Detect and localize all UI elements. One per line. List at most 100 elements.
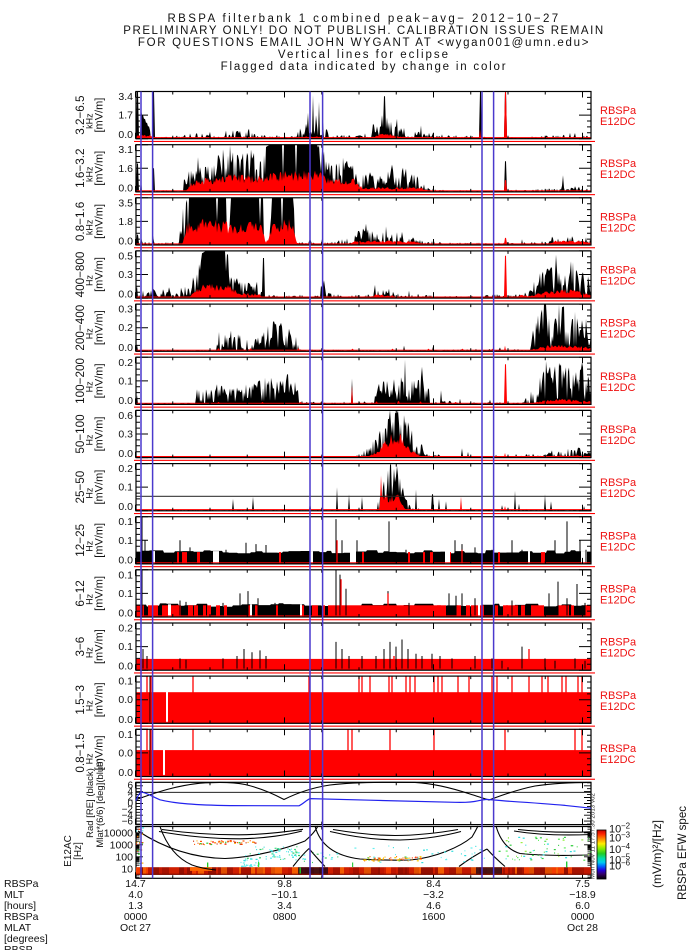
svg-text:1000: 1000 xyxy=(110,839,134,851)
svg-text:−3.2: −3.2 xyxy=(423,889,444,901)
svg-text:Oct 27: Oct 27 xyxy=(120,922,151,934)
svg-text:E12DC: E12DC xyxy=(600,222,636,234)
svg-text:[mV/m]: [mV/m] xyxy=(94,735,106,770)
svg-text:Hz: Hz xyxy=(85,753,95,764)
svg-text:14.7: 14.7 xyxy=(125,878,146,890)
svg-text:[mV/m]: [mV/m] xyxy=(94,576,106,611)
svg-text:Hz: Hz xyxy=(85,381,95,392)
svg-text:200−400: 200−400 xyxy=(74,304,87,350)
svg-text:E12DC: E12DC xyxy=(600,382,636,394)
svg-text:3.5: 3.5 xyxy=(118,197,133,209)
svg-text:RBSPa: RBSPa xyxy=(600,371,637,383)
svg-text:0.0: 0.0 xyxy=(118,129,133,141)
svg-text:1.3: 1.3 xyxy=(128,900,143,912)
svg-text:6.0: 6.0 xyxy=(575,900,590,912)
svg-text:3−6: 3−6 xyxy=(74,637,87,657)
svg-text:50−100: 50−100 xyxy=(74,414,87,454)
svg-text:FOR QUESTIONS EMAIL JOHN WYGAN: FOR QUESTIONS EMAIL JOHN WYGANT AT <wyga… xyxy=(138,37,590,49)
svg-text:−4: −4 xyxy=(621,842,631,851)
svg-text:E12DC: E12DC xyxy=(600,701,636,713)
svg-text:Hz: Hz xyxy=(85,540,95,551)
svg-text:E12DC: E12DC xyxy=(600,648,636,660)
svg-text:0.0: 0.0 xyxy=(118,767,133,779)
svg-text:E12DC: E12DC xyxy=(600,116,636,128)
svg-text:6: 6 xyxy=(127,780,133,791)
svg-text:[Hz]: [Hz] xyxy=(73,842,84,860)
svg-text:−10.1: −10.1 xyxy=(271,889,298,901)
svg-text:0.0: 0.0 xyxy=(118,608,133,620)
svg-text:0.2: 0.2 xyxy=(118,623,133,635)
svg-text:3.4: 3.4 xyxy=(118,91,133,103)
svg-text:10: 10 xyxy=(121,863,133,875)
svg-text:0.1: 0.1 xyxy=(118,375,133,387)
svg-text:Hz: Hz xyxy=(85,487,95,498)
svg-text:MLAT: MLAT xyxy=(4,922,32,934)
svg-text:10: 10 xyxy=(609,833,621,845)
svg-text:Mlat*(6/6) [deg](blue): Mlat*(6/6) [deg](blue) xyxy=(95,758,106,847)
svg-text:1.8: 1.8 xyxy=(118,216,133,228)
svg-text:[mV/m]: [mV/m] xyxy=(94,682,106,717)
svg-text:[mV/m]: [mV/m] xyxy=(94,257,106,292)
svg-text:[mV/m]: [mV/m] xyxy=(94,523,106,558)
svg-text:−4: −4 xyxy=(122,811,134,822)
svg-text:RBSPa: RBSPa xyxy=(600,424,637,436)
svg-text:0.2: 0.2 xyxy=(118,322,133,334)
svg-text:0.1: 0.1 xyxy=(118,482,133,494)
svg-text:0.1: 0.1 xyxy=(118,676,133,688)
svg-text:RBSPa: RBSPa xyxy=(4,911,39,923)
svg-text:[mV/m]: [mV/m] xyxy=(94,151,106,186)
svg-text:−6: −6 xyxy=(122,817,134,828)
svg-text:E12DC: E12DC xyxy=(600,594,636,606)
svg-text:0000: 0000 xyxy=(571,911,595,923)
svg-text:7.5: 7.5 xyxy=(575,878,590,890)
svg-text:10: 10 xyxy=(609,844,621,856)
svg-text:Hz: Hz xyxy=(85,434,95,445)
svg-text:0000: 0000 xyxy=(124,911,148,923)
svg-text:−5: −5 xyxy=(621,853,631,862)
svg-text:0.0: 0.0 xyxy=(118,342,133,354)
svg-text:10000: 10000 xyxy=(104,827,133,839)
svg-text:RBSPa: RBSPa xyxy=(600,265,637,277)
svg-text:RBSPa: RBSPa xyxy=(600,477,637,489)
svg-text:[mV/m]: [mV/m] xyxy=(94,310,106,345)
svg-text:Hz: Hz xyxy=(85,647,95,658)
svg-text:−6: −6 xyxy=(621,859,631,868)
svg-text:Mon Nov 11 17:57:30 2013 v02: Mon Nov 11 17:57:30 2013 v02 xyxy=(590,793,597,879)
svg-text:kHz: kHz xyxy=(85,113,95,129)
svg-text:6−12: 6−12 xyxy=(74,580,87,606)
svg-text:0.5: 0.5 xyxy=(118,250,133,262)
svg-text:3.1: 3.1 xyxy=(118,144,133,156)
svg-text:Hz: Hz xyxy=(85,593,95,604)
svg-text:E12DC: E12DC xyxy=(600,541,636,553)
svg-text:0.1: 0.1 xyxy=(118,641,133,653)
svg-text:0.0: 0.0 xyxy=(118,714,133,726)
svg-text:[mV/m]: [mV/m] xyxy=(94,204,106,239)
svg-text:0.0: 0.0 xyxy=(118,747,133,759)
svg-text:0.3: 0.3 xyxy=(118,304,133,316)
svg-text:Hz: Hz xyxy=(85,328,95,339)
svg-text:0.0: 0.0 xyxy=(118,182,133,194)
svg-text:400−800: 400−800 xyxy=(74,251,87,297)
svg-text:1.6−3.2: 1.6−3.2 xyxy=(74,149,87,188)
svg-text:0.1: 0.1 xyxy=(118,535,133,547)
svg-text:[mV/m]: [mV/m] xyxy=(94,363,106,398)
svg-text:0.0: 0.0 xyxy=(118,236,133,248)
svg-text:PRELIMINARY ONLY! DO NOT PUBLI: PRELIMINARY ONLY! DO NOT PUBLISH. CALIBR… xyxy=(123,25,604,37)
svg-text:10: 10 xyxy=(609,824,621,836)
svg-text:RBSPa: RBSPa xyxy=(600,318,637,330)
svg-text:−2: −2 xyxy=(122,805,134,816)
svg-text:kHz: kHz xyxy=(85,219,95,235)
svg-text:Hz: Hz xyxy=(85,700,95,711)
svg-text:0.2: 0.2 xyxy=(118,463,133,475)
svg-text:E12DC: E12DC xyxy=(600,169,636,181)
svg-text:0.3: 0.3 xyxy=(118,269,133,281)
svg-text:0.0: 0.0 xyxy=(118,289,133,301)
svg-text:E12DC: E12DC xyxy=(600,276,636,288)
svg-text:100−200: 100−200 xyxy=(74,357,87,403)
svg-text:RBSPa: RBSPa xyxy=(600,583,637,595)
svg-text:RBSPa: RBSPa xyxy=(600,158,637,170)
svg-text:2: 2 xyxy=(127,792,133,803)
svg-text:[hours]: [hours] xyxy=(4,900,36,912)
svg-text:RBSPa: RBSPa xyxy=(600,743,637,755)
svg-text:[mV/m]: [mV/m] xyxy=(94,417,106,452)
